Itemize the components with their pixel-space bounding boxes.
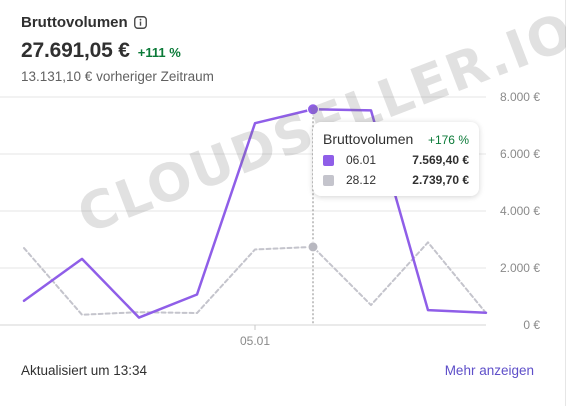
series-line-previous <box>23 241 487 316</box>
y-tick-label: 6.000 € <box>500 147 540 161</box>
series-line-current <box>22 108 488 319</box>
tooltip-row-current: 06.01 7.569,40 € <box>323 153 469 167</box>
card-header: Bruttovolumen 27.691,05 € +111 % 13.131,… <box>21 14 214 84</box>
tooltip-row-label: 28.12 <box>346 173 377 187</box>
tooltip-row-value: 2.739,70 € <box>412 173 469 187</box>
highlight-point-current <box>307 103 319 116</box>
y-tick-label: 4.000 € <box>500 204 540 218</box>
legend-swatch-previous <box>323 174 334 186</box>
value-row: 27.691,05 € +111 % <box>21 39 214 63</box>
card-title: Bruttovolumen <box>21 14 128 31</box>
y-tick-label: 2.000 € <box>500 261 540 275</box>
x-tick-label: 05.01 <box>240 334 270 348</box>
chart-tooltip: Bruttovolumen +176 % 06.01 7.569,40 € 28… <box>313 122 479 196</box>
tooltip-delta: +176 % <box>427 133 469 147</box>
y-tick-label: 0 € <box>523 318 540 332</box>
delta-badge: +111 % <box>137 45 181 60</box>
tooltip-row-previous: 28.12 2.739,70 € <box>323 173 469 187</box>
updated-timestamp: Aktualisiert um 13:34 <box>21 363 148 378</box>
tooltip-row-label: 06.01 <box>346 153 377 167</box>
total-value: 27.691,05 € <box>21 39 130 62</box>
previous-period-text: 13.131,10 € vorheriger Zeitraum <box>21 69 214 84</box>
y-tick-label: 8.000 € <box>500 90 540 104</box>
info-icon[interactable] <box>133 16 147 29</box>
highlight-point-previous <box>307 241 319 253</box>
legend-swatch-current <box>323 154 334 166</box>
title-row: Bruttovolumen <box>21 14 214 31</box>
tooltip-title: Bruttovolumen <box>323 131 414 147</box>
show-more-link[interactable]: Mehr anzeigen <box>444 363 534 378</box>
tooltip-row-value: 7.569,40 € <box>412 153 469 167</box>
